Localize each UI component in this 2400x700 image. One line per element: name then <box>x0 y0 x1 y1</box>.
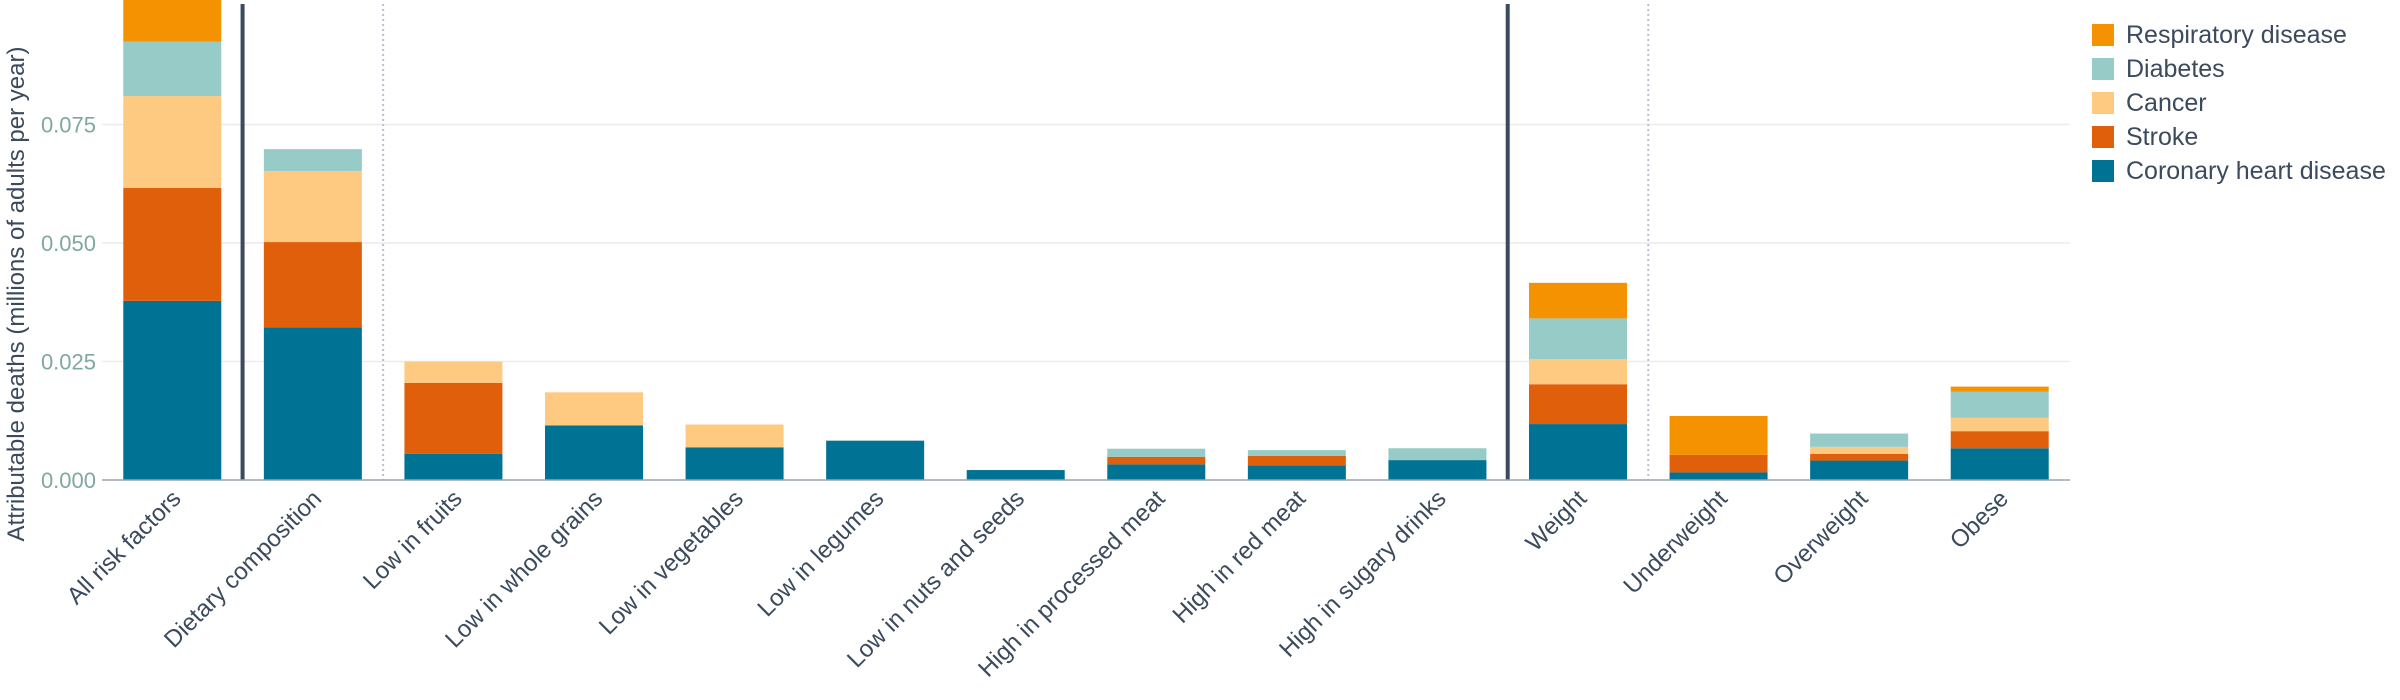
bar-segment <box>123 41 222 97</box>
x-tick-label: Low in legumes <box>752 485 889 622</box>
legend-label: Cancer <box>2126 89 2207 117</box>
legend-swatch <box>2092 58 2114 80</box>
bar-segment <box>1107 456 1206 465</box>
bar-segment <box>1529 318 1627 360</box>
bars <box>123 0 2049 480</box>
bar-segment <box>1388 448 1487 461</box>
bar-segment <box>263 149 362 171</box>
bar-segment <box>1810 433 1909 447</box>
bar-segment <box>404 453 503 480</box>
bar-segment <box>123 188 222 301</box>
x-tick-label: High in red meat <box>1167 485 1311 629</box>
bar-segment <box>1107 464 1206 480</box>
x-tick-label: Underweight <box>1618 485 1733 600</box>
bar-segment <box>123 0 222 42</box>
bar-segment <box>123 96 222 189</box>
x-tick-label: Low in fruits <box>358 485 468 595</box>
y-axis-label: Attributable deaths (millions of adults … <box>3 47 30 542</box>
bar-segment <box>263 242 362 328</box>
legend-label: Diabetes <box>2126 55 2225 83</box>
x-tick-label: Low in vegetables <box>594 485 749 640</box>
y-tick-label: 0.050 <box>41 231 96 256</box>
legend-swatch <box>2092 160 2114 182</box>
bar-segment <box>263 170 362 243</box>
bar-segment <box>1529 384 1627 425</box>
legend-swatch <box>2092 92 2114 114</box>
y-tick-label: 0.000 <box>41 468 96 493</box>
bar-segment <box>1950 391 2049 418</box>
bar-segment <box>826 440 925 480</box>
legend-swatch <box>2092 126 2114 148</box>
x-tick-label: Overweight <box>1768 485 1873 590</box>
x-tick-label: Weight <box>1521 485 1593 557</box>
gridlines <box>102 123 2070 363</box>
bar-segment <box>1669 472 1768 480</box>
x-tick-label: All risk factors <box>62 485 187 610</box>
bar-segment <box>1388 460 1487 480</box>
group-separators <box>240 4 1650 480</box>
bar-segment <box>1669 416 1768 455</box>
x-tick-label: Obese <box>1945 485 2014 554</box>
bar-segment <box>263 327 362 480</box>
x-tick-label: Low in whole grains <box>440 485 608 653</box>
bar-segment <box>685 424 784 448</box>
y-tick-label: 0.025 <box>41 350 96 375</box>
bar-segment <box>1529 424 1627 480</box>
x-tick-label: Dietary composition <box>159 485 327 653</box>
bar-segment <box>1810 453 1909 461</box>
bar-segment <box>1107 448 1206 457</box>
legend: Respiratory disease Diabetes Cancer Stroke C… <box>2092 21 2386 185</box>
bar-segment <box>1669 454 1768 473</box>
bar-segment <box>966 470 1065 480</box>
bar-segment <box>1810 446 1909 454</box>
legend-swatch <box>2092 24 2114 46</box>
bar-segment <box>123 300 222 480</box>
bar-segment <box>1810 460 1909 480</box>
bar-segment <box>685 447 784 480</box>
bar-segment <box>1950 448 2049 480</box>
bar-segment <box>1247 465 1346 480</box>
legend-label: Respiratory disease <box>2126 21 2347 49</box>
bar-segment <box>1529 282 1627 319</box>
bar-segment <box>545 425 643 480</box>
bar-segment <box>1247 455 1346 466</box>
bar-segment <box>404 361 503 383</box>
bar-segment <box>1247 450 1346 456</box>
bar-segment <box>1950 417 2049 432</box>
bar-segment <box>1950 431 2049 449</box>
legend-label: Stroke <box>2126 123 2198 151</box>
legend-label: Coronary heart disease <box>2126 157 2386 185</box>
y-tick-label: 0.075 <box>41 113 96 138</box>
bar-segment <box>1529 359 1627 385</box>
bar-segment <box>545 392 643 426</box>
bar-segment <box>1950 386 2049 392</box>
bar-segment <box>404 382 503 454</box>
